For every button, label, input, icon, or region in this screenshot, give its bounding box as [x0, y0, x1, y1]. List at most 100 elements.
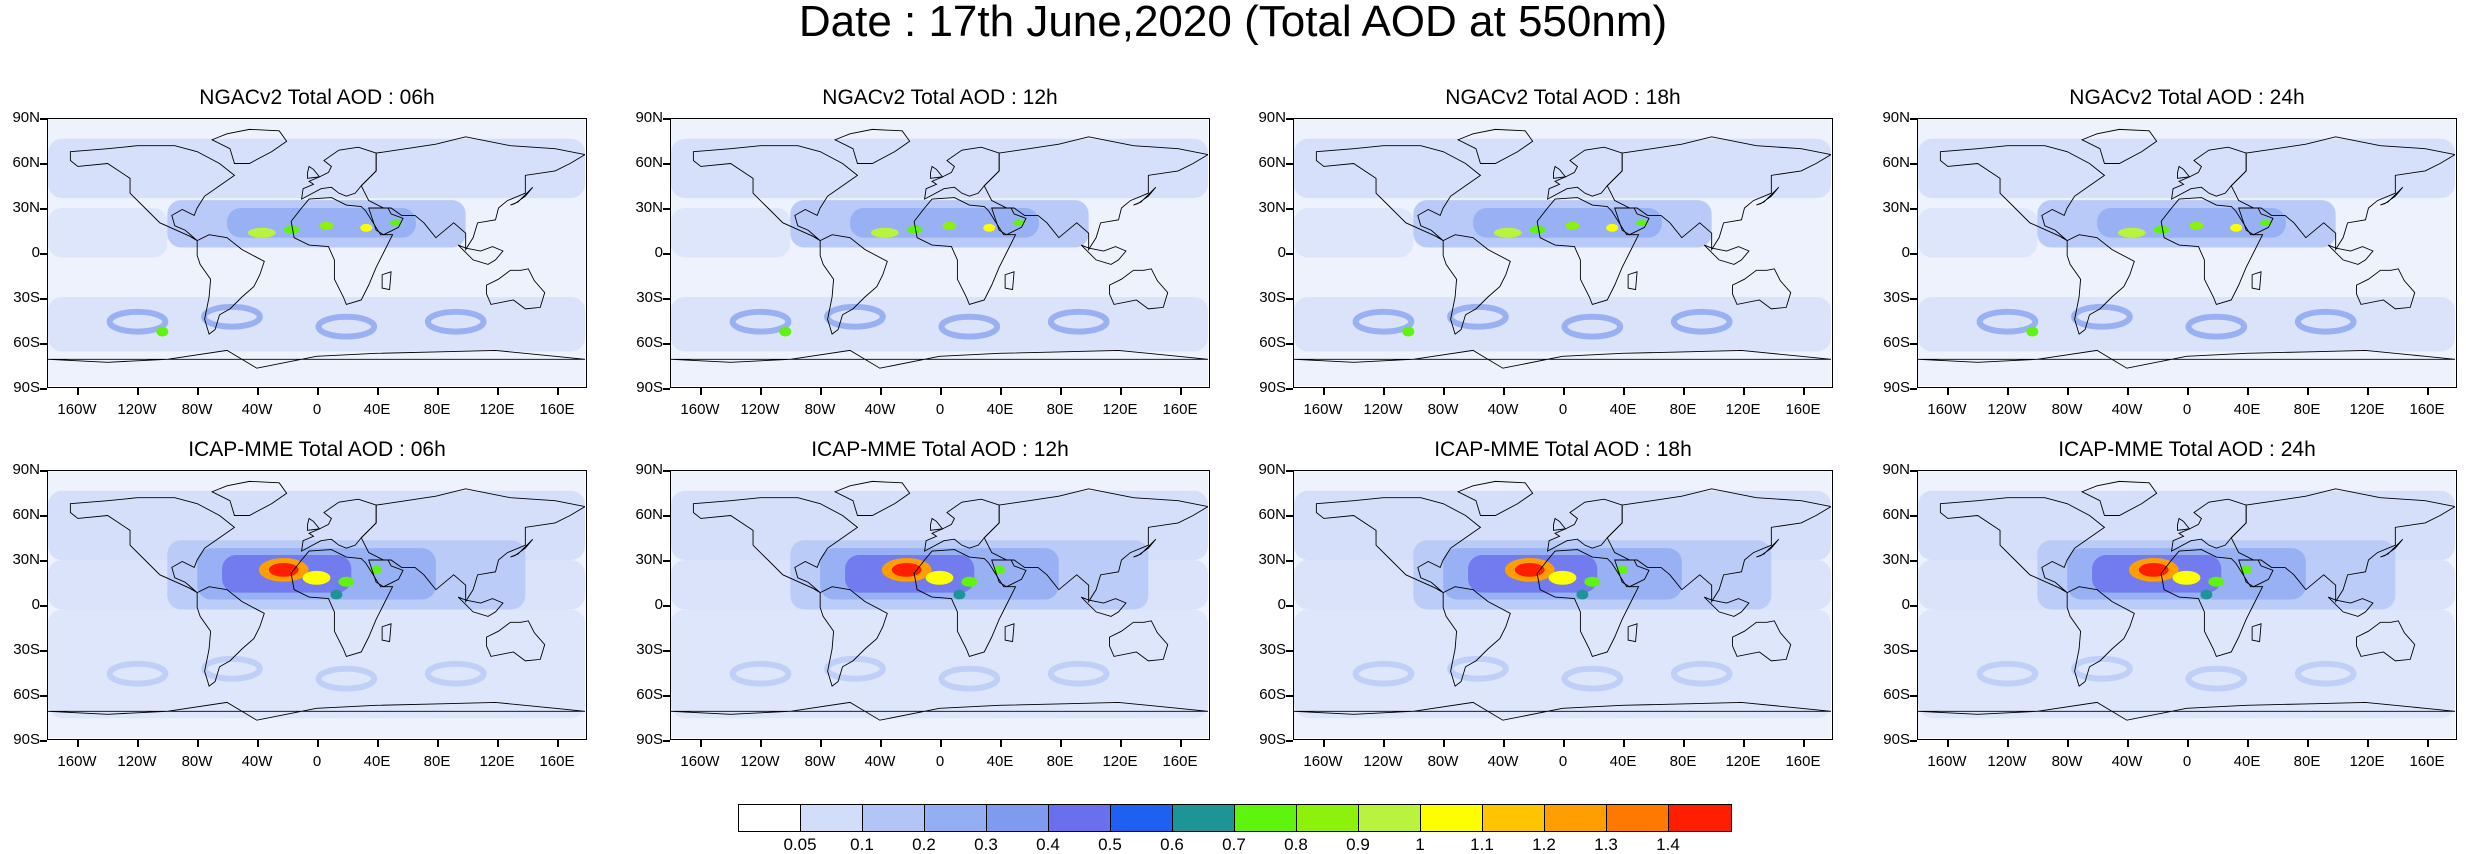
panel-title: NGACv2 Total AOD : 06h: [199, 86, 435, 109]
lon-tick-label: 0: [2182, 753, 2192, 770]
lon-tick-label: 160W: [680, 401, 720, 418]
lat-tick: [1910, 605, 1917, 607]
colorbar-label: 1.2: [1532, 835, 1556, 854]
lat-tick: [40, 118, 47, 120]
lon-tick-label: 40E: [363, 753, 391, 770]
colorbar-label: 0.7: [1222, 835, 1246, 854]
lon-tick: [1563, 388, 1565, 395]
lon-tick-label: 80E: [1669, 401, 1697, 418]
map-panel: NGACv2 Total AOD : 24h 90N 60N 30N 0 30S 60S 90…: [1870, 86, 2457, 426]
lon-tick: [1743, 740, 1745, 747]
lon-tick: [2187, 388, 2189, 395]
aod-hotspot: [247, 227, 276, 238]
lon-tick-label: 0: [312, 401, 322, 418]
colorbar-swatch: [1483, 805, 1545, 831]
lon-tick-label: 40E: [986, 401, 1014, 418]
lon-tick: [1803, 388, 1805, 395]
lat-tick-label: 0: [1901, 596, 1910, 613]
coastline: [1294, 701, 1831, 721]
lat-tick-label: 60S: [636, 334, 663, 351]
lat-tick-label: 90S: [1259, 731, 1286, 748]
lat-tick: [1286, 298, 1293, 300]
lat-tick-label: 60N: [1882, 506, 1910, 523]
map-panel: ICAP-MME Total AOD : 12h 90N 60N 30N 0 30S 60S…: [623, 438, 1210, 778]
map-plot: [1293, 118, 1833, 388]
lat-tick-label: 30N: [635, 551, 663, 568]
lon-tick-label: 80E: [1046, 753, 1074, 770]
lon-tick: [317, 388, 319, 395]
coastline: [692, 145, 859, 242]
aod-hotspot: [993, 565, 1006, 574]
lon-tick: [77, 740, 79, 747]
lon-tick-label: 160W: [1927, 753, 1967, 770]
lon-tick-label: 120W: [1987, 753, 2027, 770]
lon-tick-label: 40E: [2233, 753, 2261, 770]
coastline: [913, 549, 1017, 657]
coastline: [1939, 145, 2106, 242]
lat-tick-label: 90N: [635, 461, 663, 478]
colorbar-swatch: [1607, 805, 1669, 831]
lat-tick-label: 90S: [1883, 379, 1910, 396]
lon-tick: [1060, 740, 1062, 747]
lon-tick: [557, 388, 559, 395]
aod-hotspot: [925, 570, 954, 585]
coastline: [833, 480, 911, 516]
map-plot: [670, 118, 1210, 388]
coastline: [1756, 538, 1780, 558]
lon-tick-label: 80W: [804, 753, 836, 770]
lon-tick: [2367, 388, 2369, 395]
colorbar-label: 0.2: [912, 835, 936, 854]
lat-tick-label: 0: [1277, 244, 1286, 261]
coastline: [1918, 701, 2455, 721]
lat-tick-label: 90N: [12, 109, 40, 126]
coastline: [1294, 349, 1831, 369]
lon-tick: [377, 740, 379, 747]
lat-tick: [1910, 118, 1917, 120]
lat-tick: [663, 388, 670, 390]
coastline: [2080, 480, 2158, 516]
lon-tick-label: 40W: [2111, 753, 2143, 770]
map-panel: ICAP-MME Total AOD : 18h 90N 60N 30N 0 30S 60S…: [1246, 438, 1833, 778]
coastline: [290, 549, 394, 657]
lat-tick: [663, 253, 670, 255]
lon-tick: [77, 388, 79, 395]
lat-tick-label: 60S: [13, 686, 40, 703]
aod-map-svg: [48, 119, 585, 386]
lat-tick: [1910, 695, 1917, 697]
panel-title: ICAP-MME Total AOD : 06h: [188, 438, 446, 461]
lon-tick: [940, 388, 942, 395]
lat-tick-label: 30N: [635, 199, 663, 216]
lon-tick-label: 40E: [2233, 401, 2261, 418]
coastline: [692, 497, 859, 594]
aod-swirl: [424, 660, 487, 687]
lat-tick: [1910, 470, 1917, 472]
aod-hotspot: [1576, 589, 1589, 600]
coastline: [1553, 165, 1567, 179]
aod-field-band: [48, 208, 168, 258]
lat-tick-label: 90N: [635, 109, 663, 126]
lat-tick: [40, 253, 47, 255]
lon-tick-label: 160E: [1785, 753, 1821, 770]
lon-tick: [1180, 740, 1182, 747]
aod-map-svg: [1918, 119, 2455, 386]
coastline: [1004, 623, 1015, 643]
aod-hotspot: [2200, 589, 2213, 600]
lat-tick: [663, 470, 670, 472]
lon-tick-label: 80W: [1427, 401, 1459, 418]
aod-map-svg: [1918, 471, 2455, 738]
aod-swirl: [1352, 660, 1415, 687]
lat-tick: [1910, 650, 1917, 652]
lon-tick-label: 120E: [2349, 753, 2385, 770]
coastline: [930, 517, 944, 531]
coastline: [196, 234, 265, 335]
coastline: [69, 497, 236, 594]
lon-tick-label: 120W: [117, 753, 157, 770]
aod-swirl: [1976, 308, 2039, 335]
lat-tick-label: 90N: [1258, 461, 1286, 478]
panel-title: ICAP-MME Total AOD : 18h: [1434, 438, 1692, 461]
aod-field-band: [48, 138, 585, 199]
lat-tick-label: 90N: [12, 461, 40, 478]
lat-tick-label: 0: [1277, 596, 1286, 613]
lon-tick: [1120, 388, 1122, 395]
lat-tick-label: 60N: [1258, 154, 1286, 171]
